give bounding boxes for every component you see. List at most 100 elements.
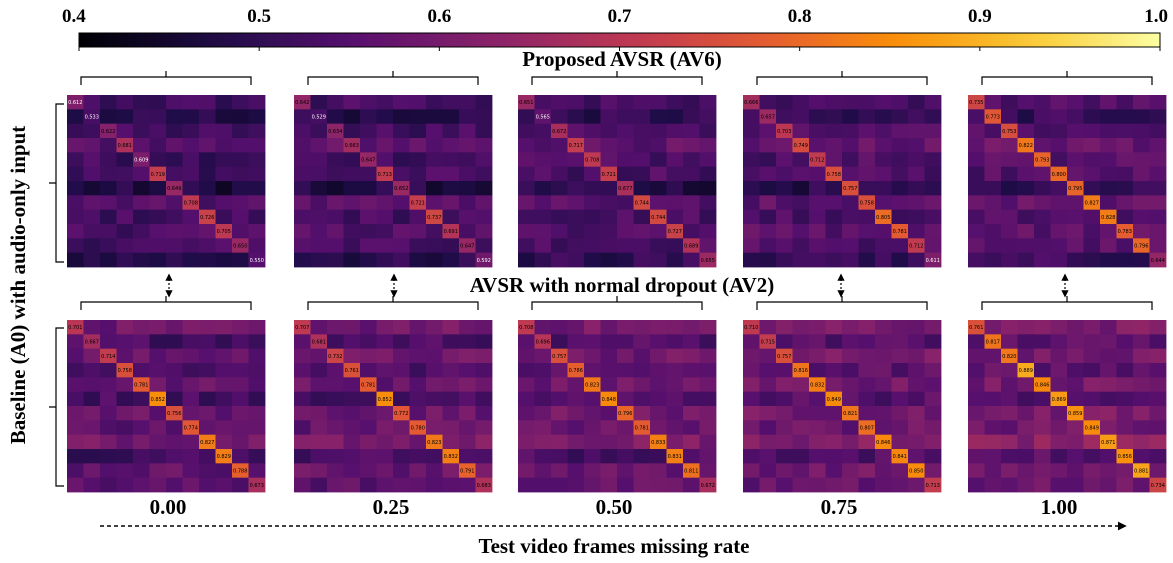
heatmap-cell [666,377,684,393]
heatmap-cell [633,252,651,268]
heatmap-cell [1017,195,1035,211]
heatmap-cell [1100,166,1117,182]
heatmap-cell [1116,348,1134,364]
heatmap-cell [1133,224,1150,239]
diagonal-value-label: 0.744 [651,215,665,221]
heatmap-cell [232,109,249,125]
heatmap-cell [809,95,826,110]
heatmap-cell [809,420,826,436]
heatmap-cell [100,449,117,464]
heatmap-cell [968,138,985,153]
heatmap-cell [858,434,876,450]
heatmap-cell [683,209,700,225]
heatmap-cell [232,166,249,182]
heatmap-cell [825,348,843,364]
heatmap-cell [650,224,667,239]
heatmap-cell [83,195,101,211]
diagonal-cell [858,420,876,436]
heatmap-cell [1001,95,1018,110]
heatmap-cell [166,477,183,493]
heatmap-cell [968,406,985,421]
heatmap-cell [1017,377,1035,393]
heatmap-cell [1050,123,1068,139]
heatmap-cell [1149,377,1167,393]
heatmap-cell [393,463,410,479]
heatmap-cell [875,477,892,493]
heatmap-cell [166,252,183,268]
diagonal-cell [67,320,84,335]
diagonal-cell [518,95,535,110]
heatmap-cell [67,391,84,407]
heatmap-cell [584,320,601,335]
heatmap-cell [759,181,777,196]
heatmap-cell [600,320,618,335]
diagonal-value-label: 0.757 [843,186,857,192]
heatmap-cell [426,166,443,182]
heatmap-cell [683,109,700,125]
heatmap-cell [858,449,876,464]
heatmap-cell [199,224,216,239]
heatmap-cell [459,377,476,393]
heatmap-cell [792,449,810,464]
heatmap-cell [633,166,651,182]
diagonal-cell [149,166,167,182]
heatmap-cell [1034,391,1051,407]
heatmap-cell [1149,238,1167,254]
heatmap-cell [327,181,344,196]
heatmap-cell [551,406,568,421]
diagonal-cell [1001,123,1018,139]
heatmap-cell [1083,252,1101,268]
heatmap-cell [759,391,777,407]
heatmap-cell [1083,166,1101,182]
heatmap-cell [759,449,777,464]
heatmap-cell [1050,477,1068,493]
heatmap-cell [442,95,460,110]
heatmap-cell [199,238,216,254]
heatmap-cell [459,434,476,450]
heatmap-cell [100,420,117,436]
diagonal-value-label: 0.708 [519,325,533,331]
heatmap-cell [475,123,493,139]
heatmap-cell [759,406,777,421]
heatmap-cell [393,420,410,436]
heatmap-cell [166,123,183,139]
heatmap-cell [1100,348,1117,364]
heatmap-cell [100,95,117,110]
heatmap-cell [83,348,101,364]
heatmap-cell [683,224,700,239]
heatmap-cell [792,252,810,268]
heatmap-cell [518,334,535,350]
heatmap-cell [149,363,167,378]
heatmap-cell [116,334,134,350]
heatmap-cell [310,252,328,268]
diagonal-value-label: 0.691 [444,229,458,235]
diagonal-value-label: 0.758 [860,201,874,207]
heatmap-cell [166,463,183,479]
heatmap-cell [699,138,717,153]
heatmap-cell [908,209,925,225]
bottom-group-title: AVSR with normal dropout (AV2) [470,273,775,297]
heatmap-cell [759,166,777,182]
diagonal-cell [442,449,460,464]
diagonal-value-label: 0.772 [394,411,408,417]
heatmap-cell [567,209,585,225]
heatmap-cell [875,109,892,125]
heatmap-cell [442,209,460,225]
heatmap-cell [343,477,361,493]
heatmap-cell [409,334,427,350]
heatmap-cell [567,348,585,364]
heatmap-cell [149,209,167,225]
heatmap-cell [100,391,117,407]
heatmap-cell [1133,334,1150,350]
heatmap-cell [968,463,985,479]
heatmap-cell [891,420,909,436]
colorbar-tick-label: 0.5 [247,6,271,27]
heatmap-cell [310,434,328,450]
heatmap-cell [215,391,233,407]
heatmap-cell [924,420,942,436]
heatmap-cell [182,109,200,125]
heatmap-cell [1067,238,1084,254]
heatmap-cell [551,391,568,407]
heatmap-cell [1034,320,1051,335]
heatmap-cell [1133,181,1150,196]
